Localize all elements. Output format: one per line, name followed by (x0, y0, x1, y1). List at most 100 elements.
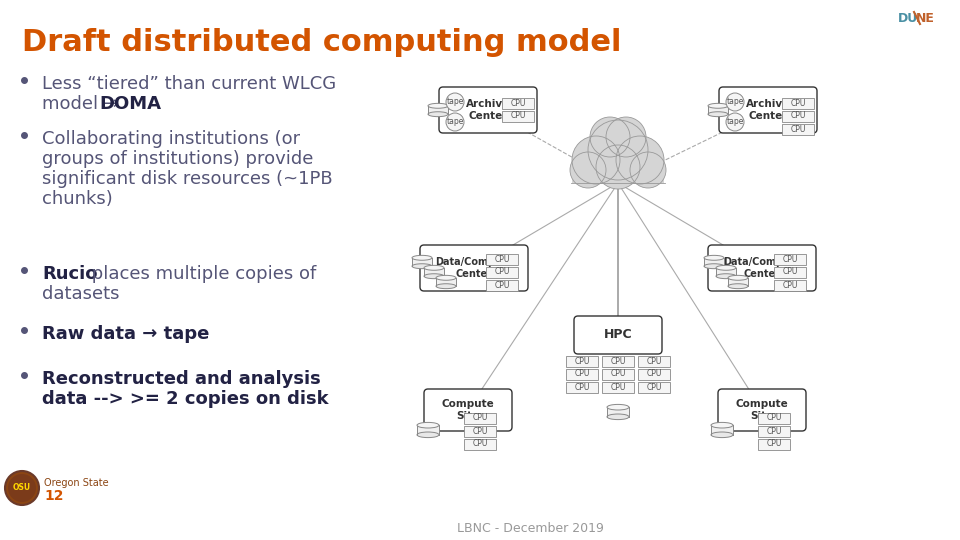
Bar (486, 253, 518, 265)
Text: tape: tape (727, 118, 744, 126)
Ellipse shape (716, 265, 736, 270)
Circle shape (570, 152, 606, 188)
Text: chunks): chunks) (42, 191, 112, 208)
Bar (758, 438, 790, 449)
Text: Compute
Site: Compute Site (442, 399, 494, 421)
Circle shape (572, 136, 620, 184)
Text: CPU: CPU (494, 267, 510, 276)
Ellipse shape (711, 422, 733, 428)
Text: CPU: CPU (511, 98, 526, 107)
Text: CPU: CPU (646, 356, 661, 366)
Ellipse shape (428, 103, 448, 108)
Bar (566, 381, 598, 393)
Text: Data/Compute
Center: Data/Compute Center (435, 257, 514, 279)
Bar (486, 280, 518, 291)
Bar (782, 111, 814, 122)
Bar (774, 267, 806, 278)
Text: significant disk resources (~1PB: significant disk resources (~1PB (42, 170, 332, 188)
Ellipse shape (607, 414, 629, 420)
Circle shape (596, 145, 640, 189)
Ellipse shape (417, 422, 439, 428)
Text: tape: tape (446, 118, 464, 126)
Bar (424, 268, 444, 276)
Text: CPU: CPU (782, 267, 798, 276)
Text: Collaborating institutions (or: Collaborating institutions (or (42, 130, 300, 148)
Bar (638, 381, 670, 393)
Circle shape (5, 471, 39, 505)
Ellipse shape (711, 432, 733, 437)
Text: CPU: CPU (574, 356, 589, 366)
Circle shape (588, 120, 648, 180)
Circle shape (590, 117, 630, 157)
Bar (782, 98, 814, 109)
Text: groups of institutions) provide: groups of institutions) provide (42, 150, 313, 168)
Circle shape (726, 93, 744, 111)
Bar (572, 167, 664, 183)
Text: CPU: CPU (494, 254, 510, 264)
Text: tape: tape (727, 98, 744, 106)
Text: Archive
Center: Archive Center (746, 99, 790, 121)
Text: CPU: CPU (766, 427, 781, 435)
Text: Raw data → tape: Raw data → tape (42, 325, 209, 343)
Ellipse shape (436, 275, 456, 280)
Bar (774, 280, 806, 291)
Text: Data/Compute
Center: Data/Compute Center (723, 257, 802, 279)
Text: CPU: CPU (472, 427, 488, 435)
Bar (502, 111, 534, 122)
Text: Archive
Center: Archive Center (466, 99, 510, 121)
Bar (412, 258, 432, 266)
Bar (602, 355, 634, 367)
Bar (638, 368, 670, 380)
Bar (607, 407, 629, 417)
Bar (502, 98, 534, 109)
Text: Reconstructed and analysis: Reconstructed and analysis (42, 370, 321, 388)
Text: model →: model → (42, 95, 125, 113)
Text: CPU: CPU (611, 382, 626, 392)
FancyBboxPatch shape (439, 87, 537, 133)
Ellipse shape (708, 103, 728, 108)
Circle shape (606, 117, 646, 157)
Circle shape (616, 136, 664, 184)
Circle shape (446, 113, 464, 131)
Text: OSU: OSU (12, 483, 31, 492)
Bar (486, 267, 518, 278)
FancyBboxPatch shape (420, 245, 528, 291)
Bar (758, 426, 790, 436)
Text: CPU: CPU (782, 254, 798, 264)
Text: CPU: CPU (766, 440, 781, 449)
Ellipse shape (417, 432, 439, 437)
Text: CPU: CPU (574, 369, 589, 379)
Bar (417, 425, 439, 435)
Text: CPU: CPU (782, 280, 798, 289)
Text: CPU: CPU (790, 125, 805, 133)
Text: Rucio: Rucio (42, 265, 98, 283)
Ellipse shape (704, 255, 724, 260)
Bar (464, 438, 496, 449)
Ellipse shape (728, 275, 748, 280)
Ellipse shape (436, 284, 456, 289)
Text: DOMA: DOMA (99, 95, 161, 113)
Ellipse shape (704, 264, 724, 268)
Text: CPU: CPU (766, 414, 781, 422)
Text: CPU: CPU (790, 111, 805, 120)
Bar (464, 426, 496, 436)
FancyBboxPatch shape (574, 316, 662, 354)
Ellipse shape (716, 274, 736, 279)
Circle shape (446, 93, 464, 111)
Bar (566, 368, 598, 380)
Ellipse shape (424, 274, 444, 279)
Bar (782, 124, 814, 134)
Text: DU: DU (898, 12, 919, 25)
Text: CPU: CPU (646, 369, 661, 379)
Text: tape: tape (446, 98, 464, 106)
Text: 12: 12 (44, 489, 63, 503)
Ellipse shape (424, 265, 444, 270)
Text: data --> >= 2 copies on disk: data --> >= 2 copies on disk (42, 390, 328, 408)
Text: CPU: CPU (611, 356, 626, 366)
Text: CPU: CPU (790, 98, 805, 107)
Text: places multiple copies of: places multiple copies of (86, 265, 316, 283)
Circle shape (630, 152, 666, 188)
Bar (436, 278, 456, 286)
FancyBboxPatch shape (708, 245, 816, 291)
Text: Compute
Site: Compute Site (735, 399, 788, 421)
